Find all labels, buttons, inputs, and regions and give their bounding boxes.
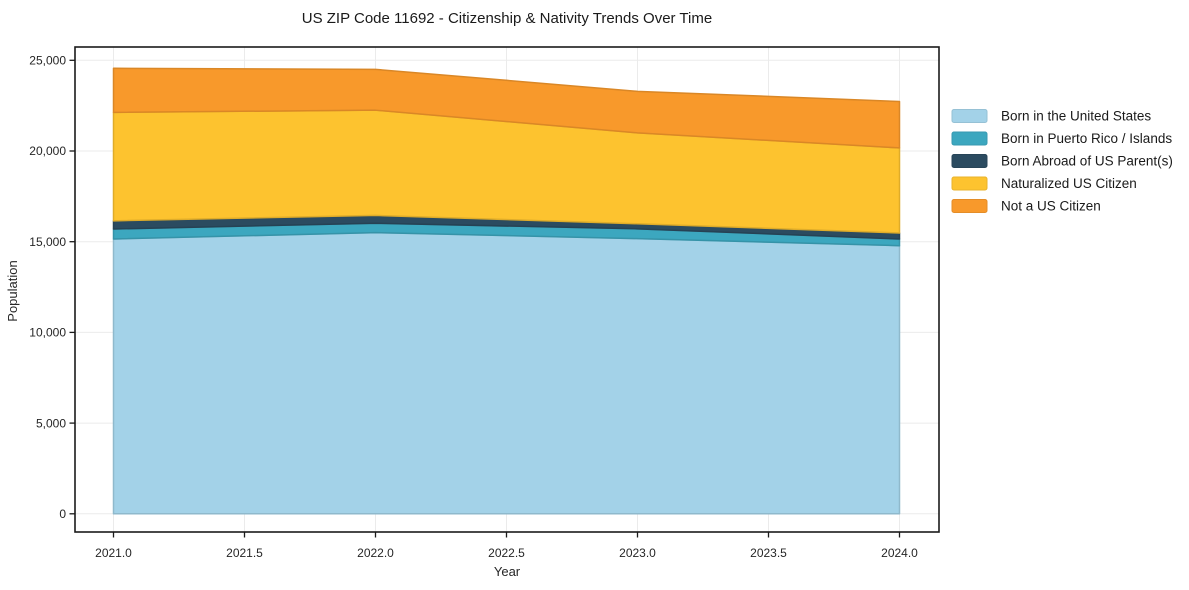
y-tick-label: 0 <box>59 507 66 521</box>
x-axis-label: Year <box>494 564 521 579</box>
y-tick-label: 20,000 <box>29 144 66 158</box>
stacked-areas <box>112 67 901 515</box>
legend-swatch <box>951 199 988 213</box>
x-tick-label: 2023.0 <box>619 546 656 560</box>
legend-item-naturalized-us-citizen: Naturalized US Citizen <box>951 176 1137 191</box>
legend-swatch <box>951 154 988 168</box>
legend-swatch <box>951 176 988 191</box>
legend-swatch <box>951 109 988 123</box>
legend-item-born-in-the-united-states: Born in the United States <box>951 109 1151 124</box>
legend-label: Born in Puerto Rico / Islands <box>1001 131 1172 146</box>
legend-swatch <box>951 131 988 146</box>
x-tick-label: 2022.0 <box>357 546 394 560</box>
y-axis-label: Population <box>5 260 20 321</box>
y-tick-label: 25,000 <box>29 54 66 68</box>
y-tick-label: 10,000 <box>29 326 66 340</box>
area-not-a-us-citizen <box>112 67 901 149</box>
x-tick-label: 2021.5 <box>226 546 263 560</box>
x-tick-label: 2023.5 <box>750 546 787 560</box>
y-tick-label: 15,000 <box>29 235 66 249</box>
x-tick-label: 2022.5 <box>488 546 525 560</box>
legend-label: Naturalized US Citizen <box>1001 176 1137 191</box>
legend-item-not-a-us-citizen: Not a US Citizen <box>951 199 1101 214</box>
legend-label: Not a US Citizen <box>1001 199 1101 214</box>
x-tick-label: 2024.0 <box>881 546 918 560</box>
axis-ticks: 2021.0 2021.5 2022.0 2022.5 2023.0 2023.5 2024… <box>29 54 918 561</box>
legend-item-born-abroad-of-us-parent-s: Born Abroad of US Parent(s) <box>951 154 1173 169</box>
legend-label: Born Abroad of US Parent(s) <box>1001 154 1173 169</box>
y-tick-label: 5,000 <box>36 416 66 430</box>
legend-label: Born in the United States <box>1001 109 1151 124</box>
legend-item-born-in-puerto-rico-islands: Born in Puerto Rico / Islands <box>951 131 1172 146</box>
legend: Born in the United States Born in Puerto … <box>951 109 1173 214</box>
chart-title: US ZIP Code 11692 - Citizenship & Nativi… <box>302 10 712 27</box>
area-born-in-the-united-states <box>112 231 901 515</box>
x-tick-label: 2021.0 <box>95 546 132 560</box>
